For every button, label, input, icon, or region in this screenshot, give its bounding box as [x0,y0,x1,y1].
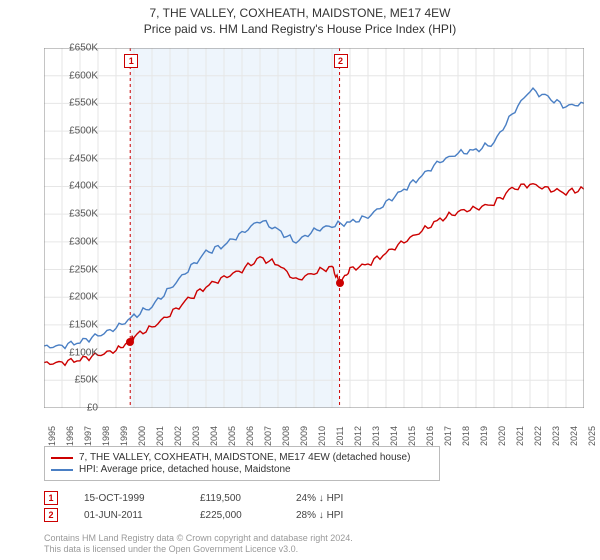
x-tick-label: 2011 [335,426,345,445]
y-tick-label: £0 [48,403,98,414]
sale-date: 01-JUN-2011 [84,510,174,521]
y-tick-label: £200K [48,292,98,303]
x-tick-label: 2012 [353,426,363,446]
y-tick-label: £550K [48,98,98,109]
x-tick-label: 2005 [227,426,237,446]
y-tick-label: £100K [48,347,98,358]
x-tick-label: 1998 [101,426,111,446]
attribution: Contains HM Land Registry data © Crown c… [44,533,353,556]
x-tick-label: 2013 [371,426,381,446]
sale-delta: 24% ↓ HPI [296,493,343,504]
x-tick-label: 2006 [245,426,255,446]
x-tick-label: 2019 [479,426,489,446]
x-tick-label: 1995 [47,426,57,446]
x-tick-label: 2023 [551,426,561,446]
y-tick-label: £50K [48,375,98,386]
legend-label: HPI: Average price, detached house, Maid… [79,464,291,475]
legend-item: HPI: Average price, detached house, Maid… [51,464,433,475]
attribution-line-2: This data is licensed under the Open Gov… [44,544,353,556]
y-tick-label: £450K [48,153,98,164]
legend-swatch [51,457,73,459]
chart-container: 7, THE VALLEY, COXHEATH, MAIDSTONE, ME17… [0,0,600,560]
x-tick-label: 2020 [497,426,507,446]
x-tick-label: 2015 [407,426,417,446]
x-tick-label: 2016 [425,426,435,446]
x-tick-label: 1999 [119,426,129,446]
x-tick-label: 2018 [461,426,471,446]
x-tick-label: 2024 [569,426,579,446]
plot-svg [44,48,584,408]
y-tick-label: £150K [48,319,98,330]
title-line-2: Price paid vs. HM Land Registry's House … [0,22,600,36]
y-tick-label: £300K [48,236,98,247]
x-tick-label: 2007 [263,426,273,446]
title-line-1: 7, THE VALLEY, COXHEATH, MAIDSTONE, ME17… [0,6,600,20]
sale-price: £119,500 [200,493,270,504]
x-tick-label: 2025 [587,426,597,446]
y-tick-label: £400K [48,181,98,192]
x-tick-label: 2001 [155,426,165,446]
legend-swatch [51,469,73,471]
title-block: 7, THE VALLEY, COXHEATH, MAIDSTONE, ME17… [0,0,600,36]
x-tick-label: 2014 [389,426,399,446]
price-marker: 1 [124,54,138,68]
y-tick-label: £500K [48,126,98,137]
price-point-dot [336,279,344,287]
plot-area: 12 [44,48,584,408]
attribution-line-1: Contains HM Land Registry data © Crown c… [44,533,353,545]
y-tick-label: £600K [48,70,98,81]
price-marker: 2 [334,54,348,68]
price-point-dot [126,338,134,346]
sale-marker: 1 [44,491,58,505]
sale-row: 1 15-OCT-1999 £119,500 24% ↓ HPI [44,491,343,505]
x-tick-label: 2004 [209,426,219,446]
y-tick-label: £650K [48,43,98,54]
sale-delta: 28% ↓ HPI [296,510,343,521]
sale-date: 15-OCT-1999 [84,493,174,504]
x-tick-label: 1996 [65,426,75,446]
x-tick-label: 2003 [191,426,201,446]
legend: 7, THE VALLEY, COXHEATH, MAIDSTONE, ME17… [44,446,440,481]
y-tick-label: £350K [48,209,98,220]
sale-row: 2 01-JUN-2011 £225,000 28% ↓ HPI [44,508,343,522]
x-tick-label: 2017 [443,426,453,446]
x-tick-label: 2010 [317,426,327,446]
sales-table: 1 15-OCT-1999 £119,500 24% ↓ HPI 2 01-JUN-201… [44,488,343,525]
legend-label: 7, THE VALLEY, COXHEATH, MAIDSTONE, ME17… [79,452,410,463]
sale-marker: 2 [44,508,58,522]
x-tick-label: 2021 [515,426,525,446]
x-tick-label: 2000 [137,426,147,446]
x-tick-label: 2009 [299,426,309,446]
x-tick-label: 2002 [173,426,183,446]
x-tick-label: 1997 [83,426,93,446]
legend-item: 7, THE VALLEY, COXHEATH, MAIDSTONE, ME17… [51,452,433,463]
sale-price: £225,000 [200,510,270,521]
x-tick-label: 2022 [533,426,543,446]
y-tick-label: £250K [48,264,98,275]
x-tick-label: 2008 [281,426,291,446]
